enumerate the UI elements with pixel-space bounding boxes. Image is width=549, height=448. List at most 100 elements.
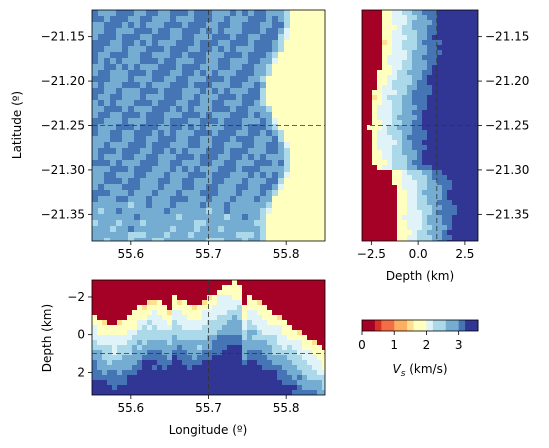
lon-depth-cell [102, 360, 108, 366]
lat-depth-cell [367, 140, 373, 146]
map-cell [98, 226, 105, 233]
lat-depth-cell [442, 235, 448, 241]
map-cell [272, 190, 279, 197]
lon-depth-cell [322, 315, 325, 321]
map-cell [92, 22, 99, 29]
map-cell [308, 100, 315, 107]
lat-depth-cell [447, 20, 453, 26]
lon-depth-cell [157, 390, 163, 395]
map-cell [302, 142, 309, 149]
map-cell [314, 172, 321, 179]
lon-depth-cell [162, 355, 168, 361]
map-cell [134, 232, 141, 239]
lat-depth-cell [427, 160, 433, 166]
map-cell [290, 136, 297, 143]
lat-depth-cell [407, 240, 413, 241]
lon-depth-cell [257, 285, 263, 291]
map-cell [236, 82, 243, 89]
lon-depth-cell [217, 370, 223, 376]
map-cell [230, 130, 237, 137]
map-cell [254, 148, 261, 155]
map-cell [320, 88, 325, 95]
map-cell [266, 70, 273, 77]
map-cell [320, 10, 325, 17]
lon-depth-cell [152, 315, 158, 321]
lon-depth-cell [272, 340, 278, 346]
lat-depth-axes: −2.5 0.0 2.5−21.15−21.20−21.25−21.30−21.35 [357, 30, 530, 261]
lat-depth-cell [437, 110, 443, 116]
map-cell [278, 22, 285, 29]
map-cell [140, 226, 147, 233]
map-cell [176, 58, 183, 65]
map-cell [104, 226, 111, 233]
map-cell [206, 202, 213, 209]
lat-depth-cell [427, 225, 433, 231]
map-cell [140, 118, 147, 125]
lon-depth-cell [102, 390, 108, 395]
map-cell [230, 124, 237, 131]
map-cell [188, 40, 195, 47]
lon-depth-cell [247, 310, 253, 316]
lat-depth-cell [387, 235, 393, 241]
map-cell [122, 202, 129, 209]
map-cell [308, 94, 315, 101]
map-cell [182, 238, 189, 241]
map-cell [212, 94, 219, 101]
lat-depth-cell [442, 205, 448, 211]
map-cell [122, 58, 129, 65]
map-cell [182, 88, 189, 95]
map-cell [290, 34, 297, 41]
map-cell [284, 58, 291, 65]
lat-depth-cell [382, 75, 388, 81]
lat-depth-cell [367, 30, 373, 36]
map-cell [194, 118, 201, 125]
lon-depth-cell [262, 330, 268, 336]
lat-depth-cell [372, 10, 378, 16]
lat-depth-cell [392, 235, 398, 241]
lat-depth-cell [397, 65, 403, 71]
lat-depth-cell [477, 135, 478, 141]
map-cell [146, 196, 153, 203]
lon-depth-cell [212, 375, 218, 381]
lat-depth-cell [367, 155, 373, 161]
lon-depth-cell [172, 345, 178, 351]
lon-depth-cell [117, 290, 123, 296]
lon-depth-cell [217, 295, 223, 301]
lon-depth-cell [312, 315, 318, 321]
lat-depth-cell [387, 220, 393, 226]
lat-depth-cell [362, 175, 368, 181]
lat-depth-cell [392, 135, 398, 141]
lon-depth-cell [127, 380, 133, 386]
map-cell [128, 232, 135, 239]
lon-depth-cell [232, 300, 238, 306]
lon-depth-cell [92, 310, 98, 316]
map-cell [164, 88, 171, 95]
lat-depth-cell [472, 105, 478, 111]
lon-depth-cell [277, 345, 283, 351]
lon-depth-cell [112, 310, 118, 316]
lon-depth-cell [237, 315, 243, 321]
lon-depth-cell [217, 335, 223, 341]
map-cell [212, 34, 219, 41]
lon-depth-cell [287, 360, 293, 366]
map-cell [122, 160, 129, 167]
lat-depth-cell [467, 115, 473, 121]
lon-depth-cell [182, 365, 188, 371]
lon-depth-cell [192, 330, 198, 336]
map-cell [218, 16, 225, 23]
map-cell [218, 214, 225, 221]
lon-depth-cell [152, 300, 158, 306]
lat-depth-cell [452, 165, 458, 171]
map-cell [260, 202, 267, 209]
lon-depth-cell [182, 390, 188, 395]
lon-depth-cell [192, 305, 198, 311]
lat-depth-cell [362, 75, 368, 81]
lon-depth-cell [202, 380, 208, 386]
lon-depth-cell [202, 365, 208, 371]
map-cell [206, 130, 213, 137]
map-cell [206, 28, 213, 35]
lat-depth-cell [387, 140, 393, 146]
lat-depth-cell [442, 35, 448, 41]
lat-depth-cell [377, 60, 383, 66]
map-cell [308, 16, 315, 23]
